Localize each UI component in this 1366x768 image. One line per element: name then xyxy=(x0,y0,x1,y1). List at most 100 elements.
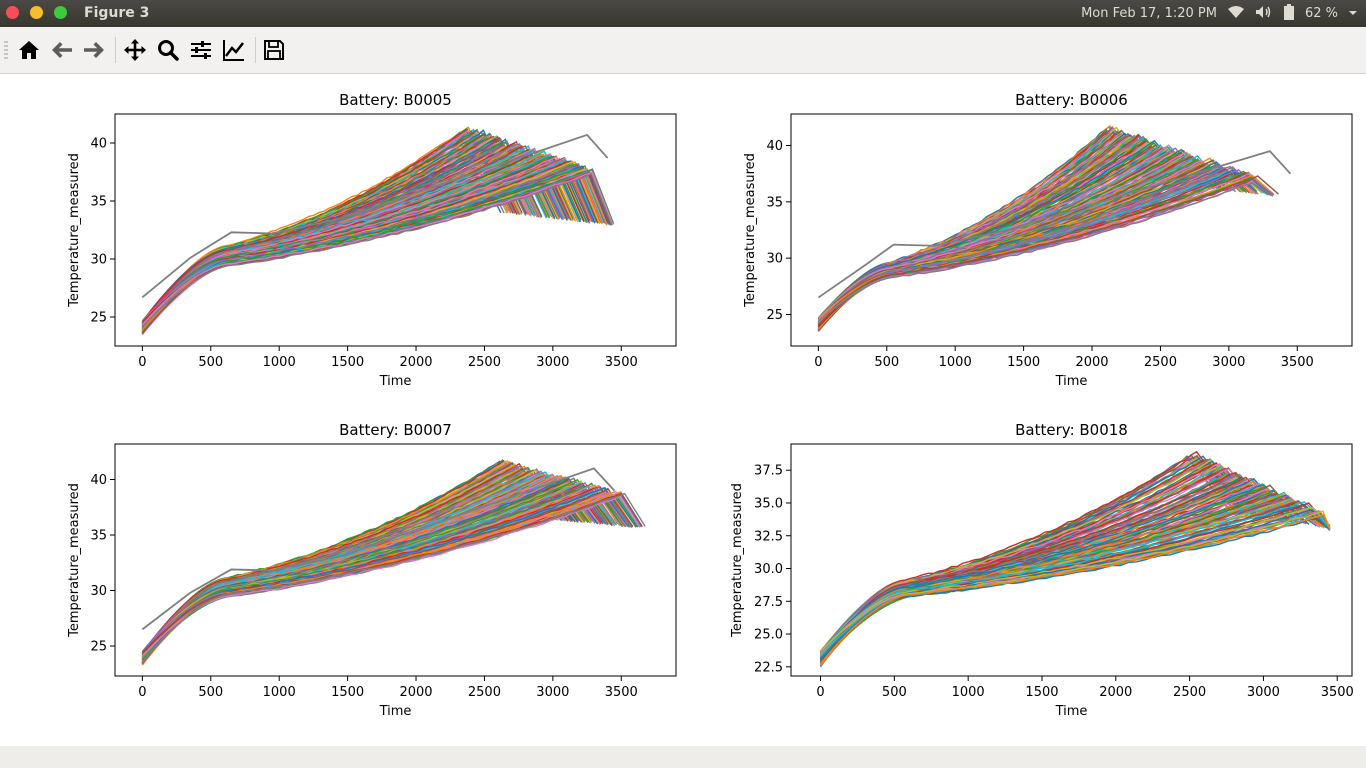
top-panel-indicators: Mon Feb 17, 1:20 PM 62 % xyxy=(1081,0,1358,27)
series-line xyxy=(141,462,558,654)
x-tick-label: 1500 xyxy=(331,685,364,700)
x-tick-label: 1000 xyxy=(263,355,296,370)
toolbar-separator xyxy=(255,37,256,63)
x-tick-label: 0 xyxy=(138,355,146,370)
subplot-title: Battery: B0007 xyxy=(339,421,452,439)
x-tick-label: 3000 xyxy=(1247,685,1280,700)
battery-icon[interactable] xyxy=(1283,3,1295,24)
series-line-outlier xyxy=(141,133,609,298)
system-menu-icon[interactable] xyxy=(1348,6,1358,21)
subplot-title: Battery: B0018 xyxy=(1015,421,1128,439)
window-titlebar: Figure 3 Mon Feb 17, 1:20 PM 62 % xyxy=(0,0,1366,27)
x-axis-label: Time xyxy=(379,374,412,389)
series-line xyxy=(819,518,1331,663)
back-button[interactable] xyxy=(47,35,77,65)
y-tick-label: 25 xyxy=(90,640,107,655)
x-tick-label: 2000 xyxy=(399,685,432,700)
minimize-window-button[interactable] xyxy=(30,6,43,19)
x-tick-label: 2500 xyxy=(1173,685,1206,700)
series-group xyxy=(141,126,615,335)
series-line xyxy=(141,495,631,658)
subplot-title: Battery: B0005 xyxy=(339,91,452,109)
subplot-4: 0 500 1000 1500 2000 2500 3000 3500 22.5 25.0 27.5… xyxy=(730,421,1354,719)
home-button[interactable] xyxy=(14,35,44,65)
y-tick-label: 35 xyxy=(766,195,783,210)
y-tick-label: 37.5 xyxy=(754,464,783,479)
save-icon xyxy=(264,40,284,60)
series-line xyxy=(819,510,1331,653)
volume-icon[interactable] xyxy=(1255,5,1273,23)
series-line-outlier xyxy=(817,150,1292,299)
close-window-button[interactable] xyxy=(6,6,19,19)
series-line xyxy=(819,513,1331,665)
x-tick-label: 2500 xyxy=(468,685,501,700)
y-tick-label: 27.5 xyxy=(754,595,783,610)
x-tick-label: 1500 xyxy=(1007,355,1040,370)
x-tick-label: 2000 xyxy=(399,355,432,370)
y-tick-label: 22.5 xyxy=(754,660,783,675)
series-line xyxy=(141,137,536,323)
status-bar xyxy=(0,746,1366,768)
y-tick-label: 40 xyxy=(90,137,107,152)
series-line xyxy=(141,494,634,657)
x-tick-label: 0 xyxy=(138,685,146,700)
axes-frame xyxy=(114,443,677,677)
x-tick-label: 3000 xyxy=(536,685,569,700)
y-tick-label: 40 xyxy=(90,473,107,488)
x-tick-label: 2000 xyxy=(1075,355,1108,370)
maximize-window-button[interactable] xyxy=(54,6,67,19)
x-tick-label: 3500 xyxy=(605,355,638,370)
zoom-button[interactable] xyxy=(153,35,183,65)
x-axis-label: Time xyxy=(1055,704,1088,719)
x-tick-label: 500 xyxy=(882,685,907,700)
x-tick-label: 2000 xyxy=(1099,685,1132,700)
subplot-1: 0 500 1000 1500 2000 2500 3000 3500 25 30 35 40 Batt… xyxy=(67,91,677,389)
axes-frame xyxy=(790,443,1353,677)
pan-button[interactable] xyxy=(120,35,150,65)
y-tick-label: 25.0 xyxy=(754,628,783,643)
battery-percent: 62 % xyxy=(1304,6,1338,21)
y-tick-label: 30 xyxy=(90,253,107,268)
series-group xyxy=(819,450,1331,668)
forward-button[interactable] xyxy=(79,35,109,65)
y-tick-label: 35.0 xyxy=(754,496,783,511)
x-tick-label: 500 xyxy=(198,355,223,370)
edit-axes-icon xyxy=(223,40,244,61)
x-tick-label: 1000 xyxy=(263,685,296,700)
configure-subplots-button[interactable] xyxy=(186,35,216,65)
y-tick-label: 25 xyxy=(90,311,107,326)
x-tick-label: 500 xyxy=(874,355,899,370)
x-tick-label: 0 xyxy=(814,355,822,370)
y-tick-label: 30 xyxy=(90,584,107,599)
y-tick-label: 40 xyxy=(766,139,783,154)
subplot-title: Battery: B0006 xyxy=(1015,91,1128,109)
y-tick-label: 35 xyxy=(90,195,107,210)
x-tick-label: 1000 xyxy=(939,355,972,370)
back-icon xyxy=(52,42,72,58)
pan-icon xyxy=(124,39,146,61)
x-tick-label: 500 xyxy=(198,685,223,700)
x-tick-label: 1500 xyxy=(1025,685,1058,700)
y-axis-label: Temperature_measured xyxy=(67,483,82,638)
series-line xyxy=(141,172,613,328)
axes-frame xyxy=(114,113,677,347)
series-line xyxy=(817,182,1274,323)
y-axis-label: Temperature_measured xyxy=(67,153,82,308)
toolbar-grip[interactable] xyxy=(4,41,8,61)
save-button[interactable] xyxy=(259,35,289,65)
figure-canvas[interactable]: 0 500 1000 1500 2000 2500 3000 3500 25 30 35 40 Batt… xyxy=(0,74,1366,746)
x-tick-label: 3500 xyxy=(1281,355,1314,370)
clock[interactable]: Mon Feb 17, 1:20 PM xyxy=(1081,6,1217,21)
series-line xyxy=(819,468,1265,654)
x-axis-label: Time xyxy=(1055,374,1088,389)
series-line xyxy=(141,495,641,657)
x-tick-label: 3500 xyxy=(605,685,638,700)
series-line xyxy=(141,492,646,663)
y-tick-label: 25 xyxy=(766,308,783,323)
wifi-icon[interactable] xyxy=(1227,5,1245,23)
edit-axes-button[interactable] xyxy=(219,35,249,65)
home-icon xyxy=(19,41,39,59)
y-axis-label: Temperature_measured xyxy=(730,483,745,638)
x-tick-label: 1000 xyxy=(952,685,985,700)
series-line xyxy=(141,171,614,326)
